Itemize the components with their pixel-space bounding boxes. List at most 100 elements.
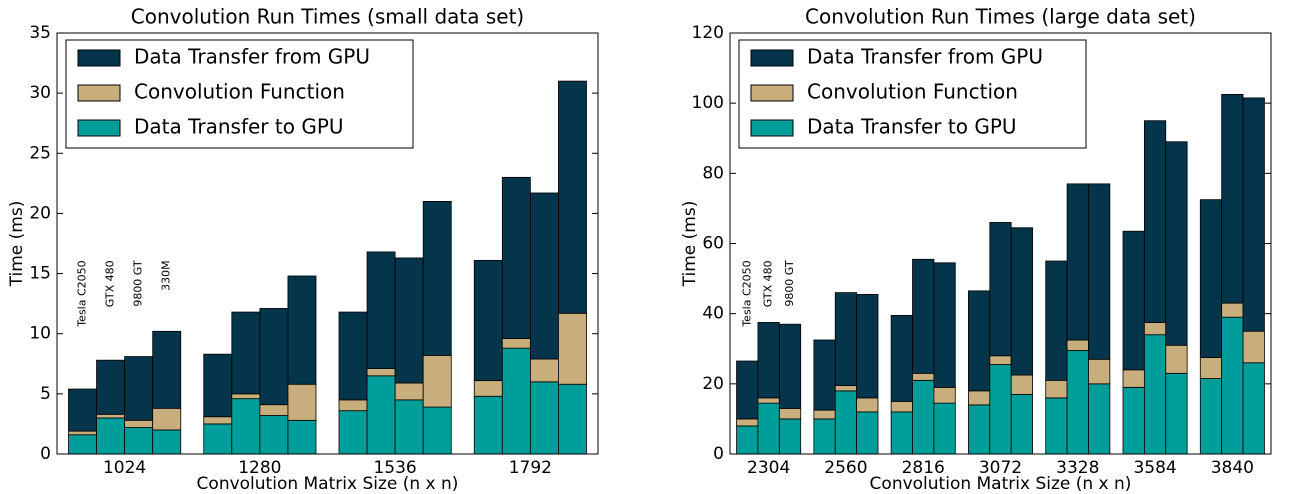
bar-segment [757,322,780,399]
y-tick-label: 35 [29,23,51,43]
bar-segment [529,358,559,383]
bar-segment [1088,383,1111,455]
bar-segment [203,423,233,455]
bar-label: 330M [160,260,173,291]
bar-segment [890,400,913,413]
bar-segment [124,419,154,428]
bar-segment [1088,358,1111,385]
bar-segment [473,259,503,382]
bar-segment [778,323,802,409]
chart-title: Convolution Run Times (large data set) [805,5,1196,29]
y-tick-label: 15 [29,264,51,284]
y-axis-label: Time (ms) [680,201,700,288]
x-tick-label: 2816 [902,458,945,478]
bar-segment [287,419,317,455]
bar-segment [1122,230,1145,371]
bar-segment [96,359,126,415]
bar-segment [989,355,1012,365]
bar-segment [124,356,154,421]
bar-segment [501,176,531,339]
legend-box [738,39,1087,149]
bar-segment [834,385,858,392]
legend-swatch [77,49,121,67]
bar-segment [912,258,935,374]
bar-segment [968,390,991,406]
x-axis-label: Convolution Matrix Size (n x n) [870,474,1132,494]
bar-segment [968,404,991,455]
y-tick-label: 25 [29,143,51,163]
legend-box [65,39,414,149]
bar-segment [152,407,182,431]
x-tick-label: 3584 [1133,458,1176,478]
bar-segment [912,372,935,381]
y-tick-label: 40 [702,304,724,324]
bar-segment [259,308,289,406]
bar-segment [422,200,452,356]
bar-label: Tesla C2050 [740,260,753,327]
chart-title: Convolution Run Times (small data set) [131,5,525,29]
bar-segment [1066,183,1089,341]
bar-segment [338,399,368,412]
x-tick-label: 1536 [373,458,416,478]
bar-segment [1122,369,1145,388]
bar-segment [1010,227,1033,376]
bar-segment [501,338,531,349]
bar-segment [989,364,1012,455]
legend-swatch [750,119,794,137]
bar-segment [96,417,126,455]
x-tick-label: 1024 [103,458,146,478]
legend-label: Convolution Function [807,80,1018,104]
legend-swatch [750,49,794,67]
bar-segment [1045,379,1068,399]
x-tick-label: 1280 [238,458,281,478]
bar-segment [1143,322,1167,336]
bar-segment [1199,199,1223,358]
y-tick-label: 0 [713,444,724,464]
bar-segment [68,434,97,455]
bar-segment [1165,372,1188,455]
bar-segment [1010,374,1033,395]
bar-segment [778,407,802,420]
legend-swatch [77,84,121,102]
x-tick-label: 1792 [509,458,552,478]
bar-segment [736,425,759,455]
bar-segment [394,399,424,455]
bar-segment [338,311,368,401]
bar-segment [912,379,935,455]
bar-segment [231,311,261,395]
bar-segment [1199,378,1223,455]
bar-segment [68,388,97,432]
bar-segment [856,397,879,413]
bar-segment [1165,141,1188,346]
bar-segment [68,430,97,436]
y-tick-label: 120 [692,23,724,43]
bar-segment [856,293,879,399]
bar-segment [259,415,289,455]
x-axis-label: Convolution Matrix Size (n x n) [197,474,459,494]
bar-segment [757,397,780,404]
legend-label: Data Transfer to GPU [134,115,344,139]
bar-segment [813,418,836,455]
bar-segment [558,312,587,385]
bar-segment [259,404,289,416]
bar-segment [96,413,126,419]
legend-swatch [750,84,794,102]
bar-segment [529,381,559,455]
bar-segment [473,380,503,397]
bar-segment [778,418,802,455]
bar-segment [933,262,956,388]
x-tick-label: 3072 [979,458,1022,478]
bar-segment [1088,183,1111,360]
bar-segment [1221,93,1244,304]
bar-segment [287,383,317,421]
bar-segment [1242,362,1265,455]
y-tick-label: 20 [29,203,51,223]
bar-segment [1066,339,1089,351]
bar-segment [757,402,780,455]
bar-segment [287,275,317,385]
bar-segment [1221,316,1244,455]
bar-segment [856,411,879,455]
y-tick-label: 5 [40,384,51,404]
bar-segment [813,409,836,420]
